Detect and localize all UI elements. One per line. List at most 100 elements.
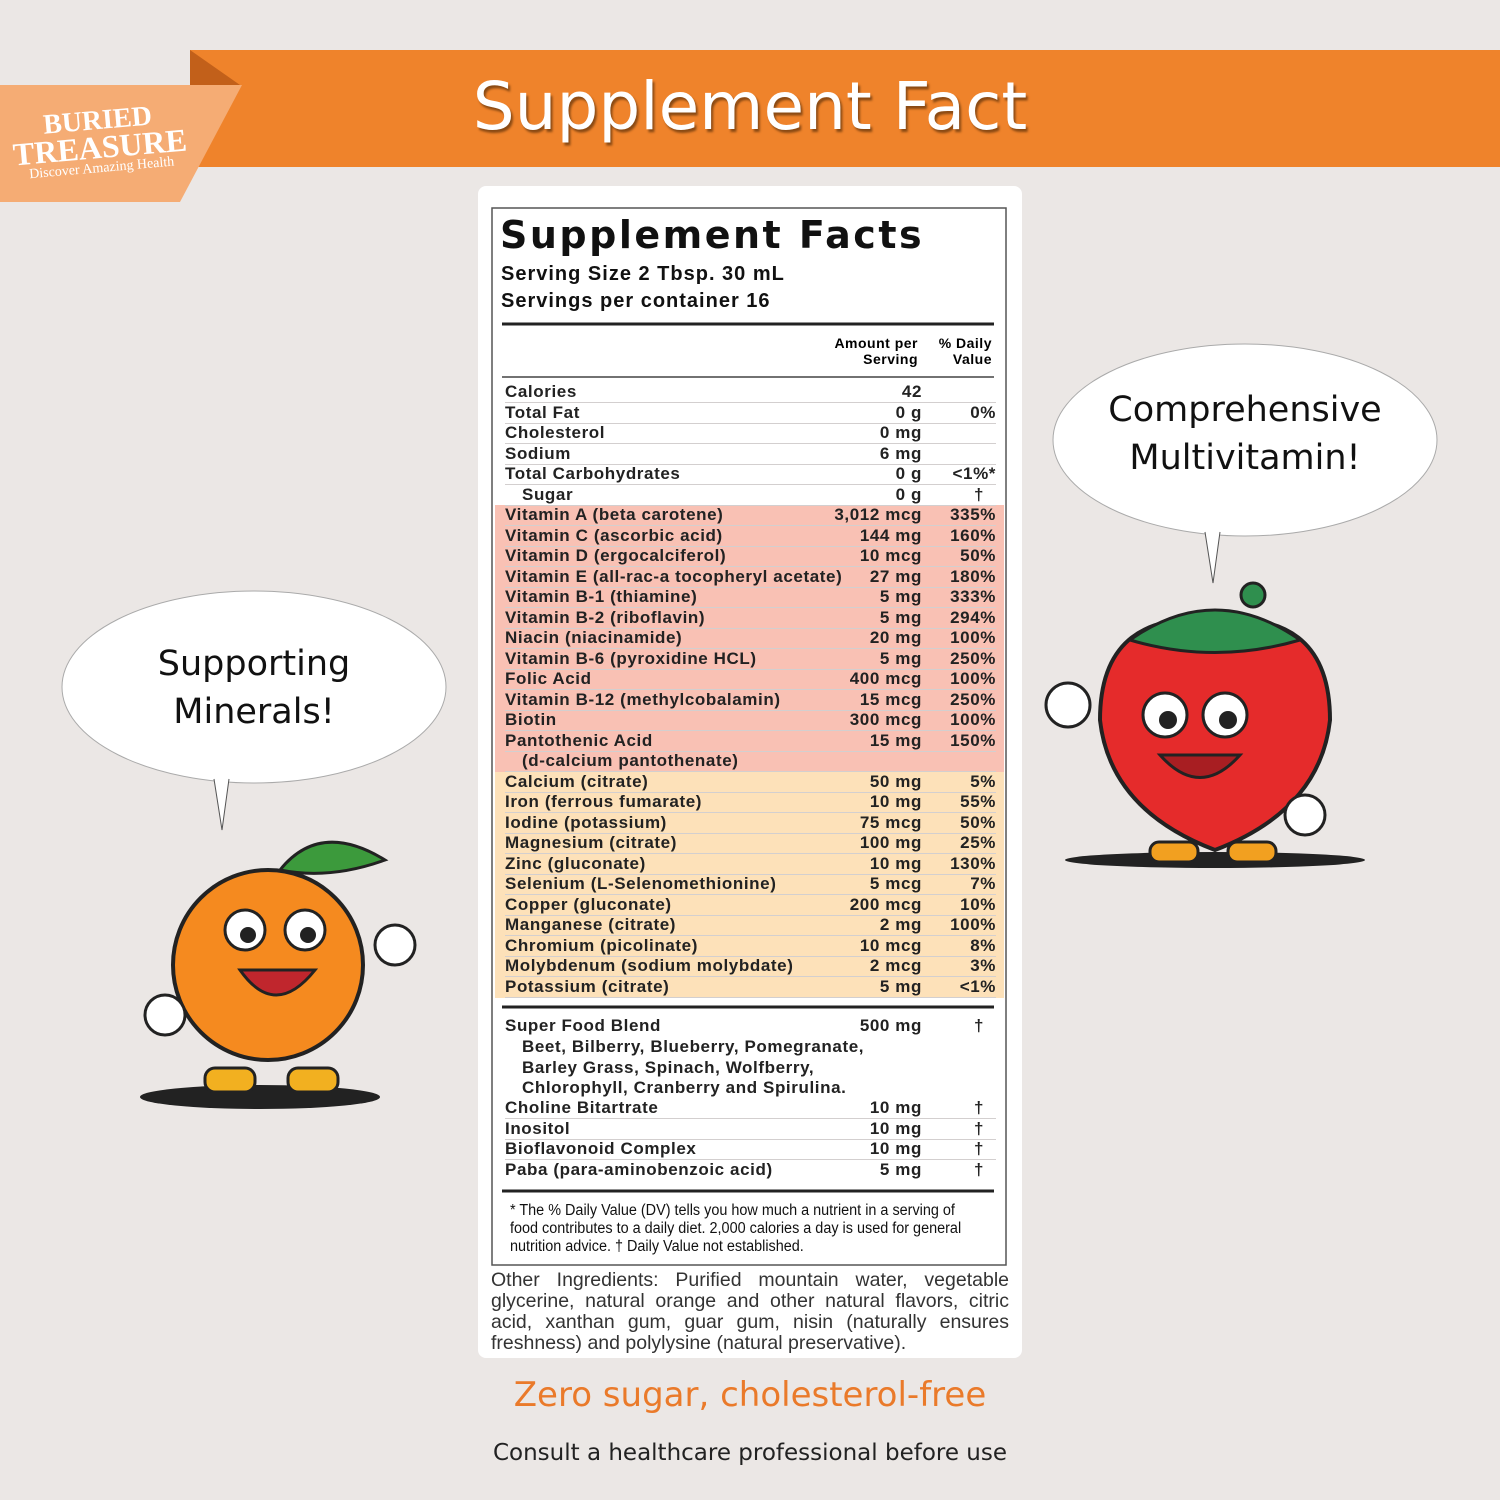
- daily-value: †: [973, 1159, 984, 1179]
- fact-row: Paba (para-aminobenzoic acid) 5 mg †: [505, 1160, 996, 1180]
- nutrient-name: Vitamin D (ergocalciferol): [505, 546, 727, 565]
- amount: 3,012 mcg: [834, 505, 922, 524]
- amount: 2 mcg: [869, 956, 922, 975]
- amount: 0 g: [895, 402, 922, 422]
- nutrient-name: Manganese (citrate): [505, 915, 677, 934]
- nutrient-name: Vitamin B-12 (methylcobalamin): [505, 689, 781, 709]
- fact-row: Pantothenic Acid 15 mg 150%: [505, 731, 996, 752]
- fact-row: Folic Acid 400 mcg 100%: [505, 669, 996, 690]
- amount: 0 g: [895, 464, 922, 483]
- amount: 10 mg: [869, 1098, 922, 1117]
- daily-value: 3%: [970, 956, 996, 975]
- amount: 10 mg: [869, 853, 922, 873]
- fact-row: Bioflavonoid Complex 10 mg †: [505, 1139, 996, 1160]
- nutrient-name: Calories: [505, 382, 577, 401]
- daily-value: 100%: [950, 915, 996, 934]
- daily-value: 150%: [950, 730, 996, 750]
- nutrient-name: Vitamin B-1 (thiamine): [505, 587, 698, 606]
- banner-title: Supplement Fact: [472, 68, 1028, 145]
- daily-value: <1%*: [952, 464, 996, 483]
- daily-value: †: [973, 484, 984, 504]
- fact-row: Cholesterol 0 mg: [505, 423, 996, 444]
- nutrient-name: Inositol: [505, 1118, 571, 1138]
- daily-value: 100%: [950, 628, 996, 647]
- fact-row: Total Carbohydrates 0 g <1%*: [505, 464, 996, 485]
- servings: Servings per container 16: [501, 290, 771, 312]
- amount: 10 mg: [869, 1118, 922, 1138]
- amount: 75 mcg: [859, 812, 922, 832]
- nutrient-name: Chromium (picolinate): [505, 935, 698, 955]
- daily-value: <1%: [959, 976, 996, 996]
- nutrient-name: Vitamin B-2 (riboflavin): [505, 607, 706, 627]
- amount: 0 mg: [879, 423, 922, 442]
- fact-row: Vitamin E (all-rac-a tocopheryl acetate)…: [505, 567, 996, 588]
- fact-row: Vitamin D (ergocalciferol) 10 mcg 50%: [505, 546, 996, 567]
- daily-value: 333%: [950, 587, 996, 606]
- fact-row: Calcium (citrate) 50 mg 5%: [505, 772, 996, 793]
- fact-row: Sodium 6 mg: [505, 444, 996, 465]
- fact-row: Molybdenum (sodium molybdate) 2 mcg 3%: [505, 956, 996, 977]
- nutrient-name: Total Fat: [505, 402, 580, 422]
- daily-value: †: [973, 1118, 984, 1138]
- fact-row: Manganese (citrate) 2 mg 100%: [505, 915, 996, 936]
- fact-row: Iron (ferrous fumarate) 10 mg 55%: [505, 792, 996, 813]
- amount: 2 mg: [879, 915, 922, 934]
- fact-row: (d-calcium pantothenate): [505, 751, 996, 772]
- nutrient-name: Sodium: [505, 443, 571, 463]
- nutrient-name: Potassium (citrate): [505, 976, 670, 996]
- amount: 10 mcg: [859, 935, 922, 955]
- fact-row: Selenium (L-Selenomethionine) 5 mcg 7%: [505, 874, 996, 895]
- amount: 15 mcg: [859, 689, 922, 709]
- amount: 144 mg: [859, 525, 922, 545]
- vitamin-band: [495, 505, 1004, 772]
- amount: 6 mg: [879, 443, 922, 463]
- amount: 42: [901, 382, 922, 401]
- daily-value: 160%: [950, 525, 996, 545]
- amount: 5 mg: [879, 648, 922, 668]
- header-amount: Amount per Serving: [834, 335, 918, 367]
- nutrient-name: Super Food Blend: [505, 1016, 661, 1035]
- daily-value: †: [973, 1016, 984, 1035]
- nutrient-name: Pantothenic Acid: [505, 730, 653, 750]
- fact-row: Vitamin B-12 (methylcobalamin) 15 mcg 250%: [505, 690, 996, 711]
- tagline: Zero sugar, cholesterol-free: [513, 1375, 987, 1415]
- daily-value: 100%: [950, 669, 996, 688]
- amount: 5 mg: [879, 607, 922, 627]
- daily-value: 130%: [950, 853, 996, 873]
- nutrient-name: Choline Bitartrate: [505, 1098, 659, 1117]
- daily-value: 0%: [970, 402, 996, 422]
- daily-value: 100%: [950, 710, 996, 729]
- daily-value: 8%: [970, 935, 996, 955]
- fact-row: Choline Bitartrate 10 mg †: [505, 1098, 996, 1119]
- fact-row: Chromium (picolinate) 10 mcg 8%: [505, 936, 996, 957]
- fact-row: Calories 42: [505, 382, 996, 403]
- amount: 15 mg: [869, 730, 922, 750]
- amount: 5 mg: [879, 587, 922, 606]
- fact-row: Copper (gluconate) 200 mcg 10%: [505, 895, 996, 916]
- amount: 5 mg: [879, 976, 922, 996]
- daily-value: †: [973, 1139, 984, 1158]
- fact-row: Super Food Blend 500 mg †: [505, 1016, 996, 1036]
- nutrient-name: Vitamin E (all-rac-a tocopheryl acetate): [505, 566, 843, 586]
- daily-value: †: [973, 1098, 984, 1117]
- blend-ingredients: Beet, Bilberry, Blueberry, Pomegranate, …: [522, 1037, 865, 1097]
- daily-value: 7%: [970, 874, 996, 893]
- amount: 10 mg: [869, 1139, 922, 1158]
- fact-row: Vitamin B-2 (riboflavin) 5 mg 294%: [505, 608, 996, 629]
- nutrient-name: Zinc (gluconate): [505, 853, 646, 873]
- fact-row: Inositol 10 mg †: [505, 1119, 996, 1140]
- nutrient-name: Biotin: [505, 710, 557, 729]
- daily-value: 10%: [960, 894, 996, 914]
- nutrient-name: Paba (para-aminobenzoic acid): [505, 1159, 773, 1179]
- nutrient-name: Copper (gluconate): [505, 894, 672, 914]
- amount: 500 mg: [859, 1016, 922, 1035]
- daily-value: 180%: [950, 566, 996, 586]
- daily-value: 25%: [960, 833, 996, 852]
- mineral-band: [495, 772, 1004, 998]
- serving-size: Serving Size 2 Tbsp. 30 mL: [501, 263, 785, 285]
- nutrient-name: Calcium (citrate): [505, 771, 649, 791]
- amount: 10 mcg: [859, 546, 922, 565]
- nutrient-name: Iodine (potassium): [505, 812, 667, 832]
